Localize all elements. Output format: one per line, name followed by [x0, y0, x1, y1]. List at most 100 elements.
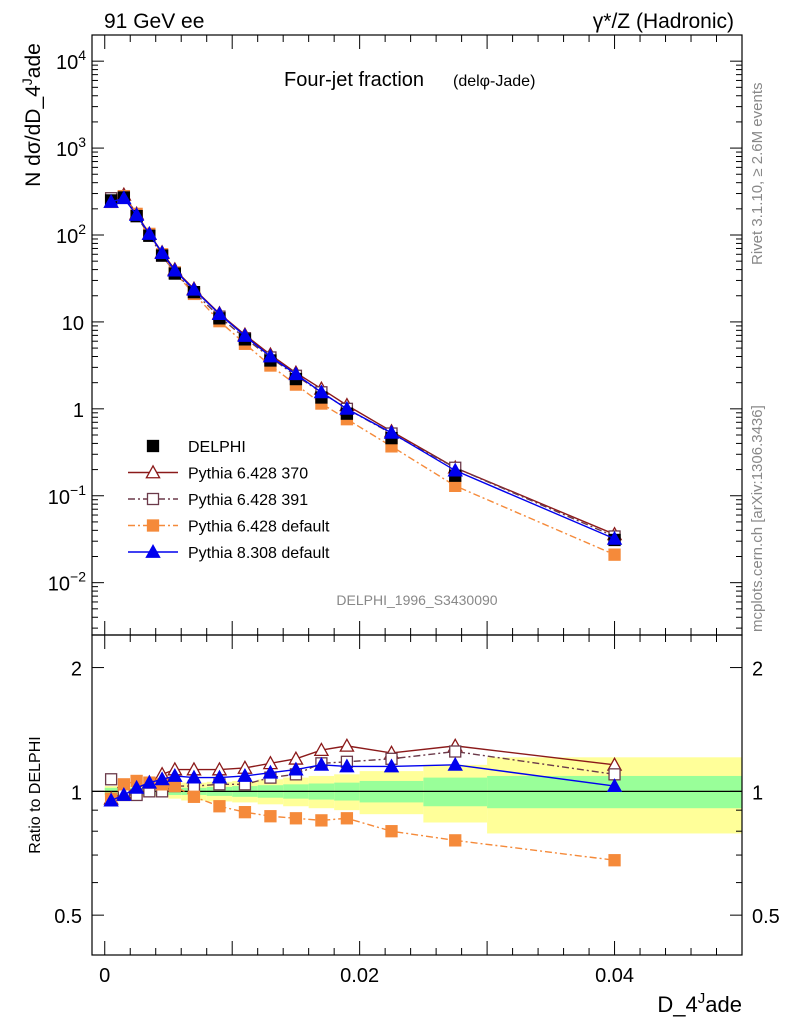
x-axis-label: D_4Jade [657, 990, 742, 1017]
ratio-y-tick-label: 2 [71, 659, 82, 681]
y-tick-label: 104 [56, 47, 86, 74]
ratio-series-line [110, 780, 615, 861]
y-tick-label: 1 [73, 400, 84, 422]
ratio-point [289, 812, 303, 825]
ratio-point [213, 800, 226, 813]
analysis-watermark: DELPHI_1996_S3430090 [336, 592, 497, 608]
legend-label: Pythia 6.428 391 [188, 492, 308, 509]
ratio-point [449, 834, 462, 847]
rivet-label: Rivet 3.1.10, ≥ 2.6M events [749, 83, 766, 266]
ratio-point [340, 812, 354, 825]
main-series-line [111, 196, 615, 538]
x-tick-label: 0.04 [595, 965, 634, 987]
ratio-point [128, 779, 145, 794]
ratio-point [141, 774, 158, 789]
legend-item: Pythia 6.428 391 [128, 492, 308, 509]
ratio-point [116, 787, 132, 801]
legend-marker [146, 492, 160, 506]
ratio-point [187, 790, 201, 803]
main-point [606, 530, 623, 545]
ratio-point [313, 756, 330, 771]
ratio-series-3 [103, 756, 623, 807]
ratio-series-line [110, 750, 615, 796]
main-series-line [110, 195, 615, 556]
legend-label: Pythia 6.428 default [188, 519, 330, 536]
ratio-panel: 0.5 0.5 1 1 2 2 0 0.02 0.04 Ratio to DELPHI D_4J… [27, 634, 780, 1017]
ratio-point [103, 792, 119, 807]
mcplots-label: mcplots.cern.ch [arXiv:1306.3436] [749, 405, 766, 632]
main-ylabel: N dσ/dD_4Jade [19, 43, 45, 187]
ratio-point [606, 778, 623, 793]
legend-marker [145, 464, 161, 479]
main-series-2 [104, 190, 621, 543]
x-tick-label: 0 [99, 965, 110, 987]
legend-label: DELPHI [188, 439, 246, 456]
y-tick-label: 10 [62, 313, 84, 335]
ratio-point [104, 773, 118, 786]
ratio-y-tick-label: 0.5 [54, 906, 82, 928]
ratio-point [167, 768, 183, 782]
y-tick-label: 10−1 [48, 482, 86, 509]
legend-item: Pythia 6.428 370 [128, 464, 308, 483]
ratio-frame [91, 634, 743, 956]
legend-label: Pythia 8.308 default [188, 545, 330, 562]
header-right: γ*/Z (Hadronic) [593, 10, 734, 33]
ratio-point [262, 764, 279, 779]
ratio-series-line [110, 764, 615, 802]
legend-item: Pythia 6.428 default [128, 519, 330, 536]
main-point [339, 400, 355, 415]
main-point [383, 424, 400, 439]
ratio-point [237, 768, 253, 782]
legend-label: Pythia 6.428 370 [188, 466, 308, 483]
ratio-y-tick-label-right: 0.5 [752, 906, 780, 928]
main-title-sub: (delφ-Jade) [453, 73, 535, 90]
main-point [449, 479, 462, 492]
ratio-point [315, 814, 328, 827]
main-point [211, 306, 228, 321]
y-tick-label: 102 [56, 221, 86, 248]
ratio-point [383, 758, 400, 773]
legend: DELPHI Pythia 6.428 370 Pythia 6.428 391 Py… [128, 439, 330, 562]
ratio-y-tick-label: 1 [71, 782, 82, 804]
main-point [313, 384, 330, 399]
main-point [141, 225, 158, 240]
main-point [186, 281, 202, 296]
main-series-0 [104, 191, 621, 547]
main-point [128, 207, 145, 221]
main-point [608, 548, 621, 561]
main-series-line [110, 197, 615, 540]
ratio-point [288, 761, 304, 776]
ratio-point [339, 758, 355, 773]
main-point [262, 348, 279, 363]
y-tick-label: 10−2 [48, 569, 86, 596]
main-point [154, 245, 170, 259]
ratio-point [154, 771, 170, 786]
main-series-1 [103, 186, 623, 541]
ratio-point [313, 742, 330, 757]
ratio-y-tick-label-right: 2 [752, 659, 763, 681]
ratio-ylabel: Ratio to DELPHI [27, 736, 44, 853]
y-tick-label: 103 [56, 134, 86, 161]
main-point [237, 327, 253, 342]
ratio-y-tick-label-right: 1 [752, 782, 763, 804]
main-title: Four-jet fraction [284, 69, 424, 91]
main-series-line [110, 193, 615, 535]
legend-marker [146, 519, 160, 532]
ratio-point [168, 779, 181, 793]
legend-marker [146, 439, 160, 453]
ratio-point [186, 769, 202, 784]
ratio-point [447, 756, 463, 771]
ratio-point [238, 806, 252, 819]
legend-marker [145, 544, 161, 558]
ratio-point [608, 854, 621, 867]
main-series-4 [103, 190, 623, 545]
main-point [103, 194, 119, 208]
ratio-point [264, 810, 277, 823]
ratio-point [385, 825, 398, 838]
ratio-point [339, 737, 355, 752]
legend-item: DELPHI [146, 439, 246, 456]
main-point [116, 190, 132, 205]
main-point [288, 366, 304, 381]
x-tick-label: 0.02 [340, 965, 379, 987]
